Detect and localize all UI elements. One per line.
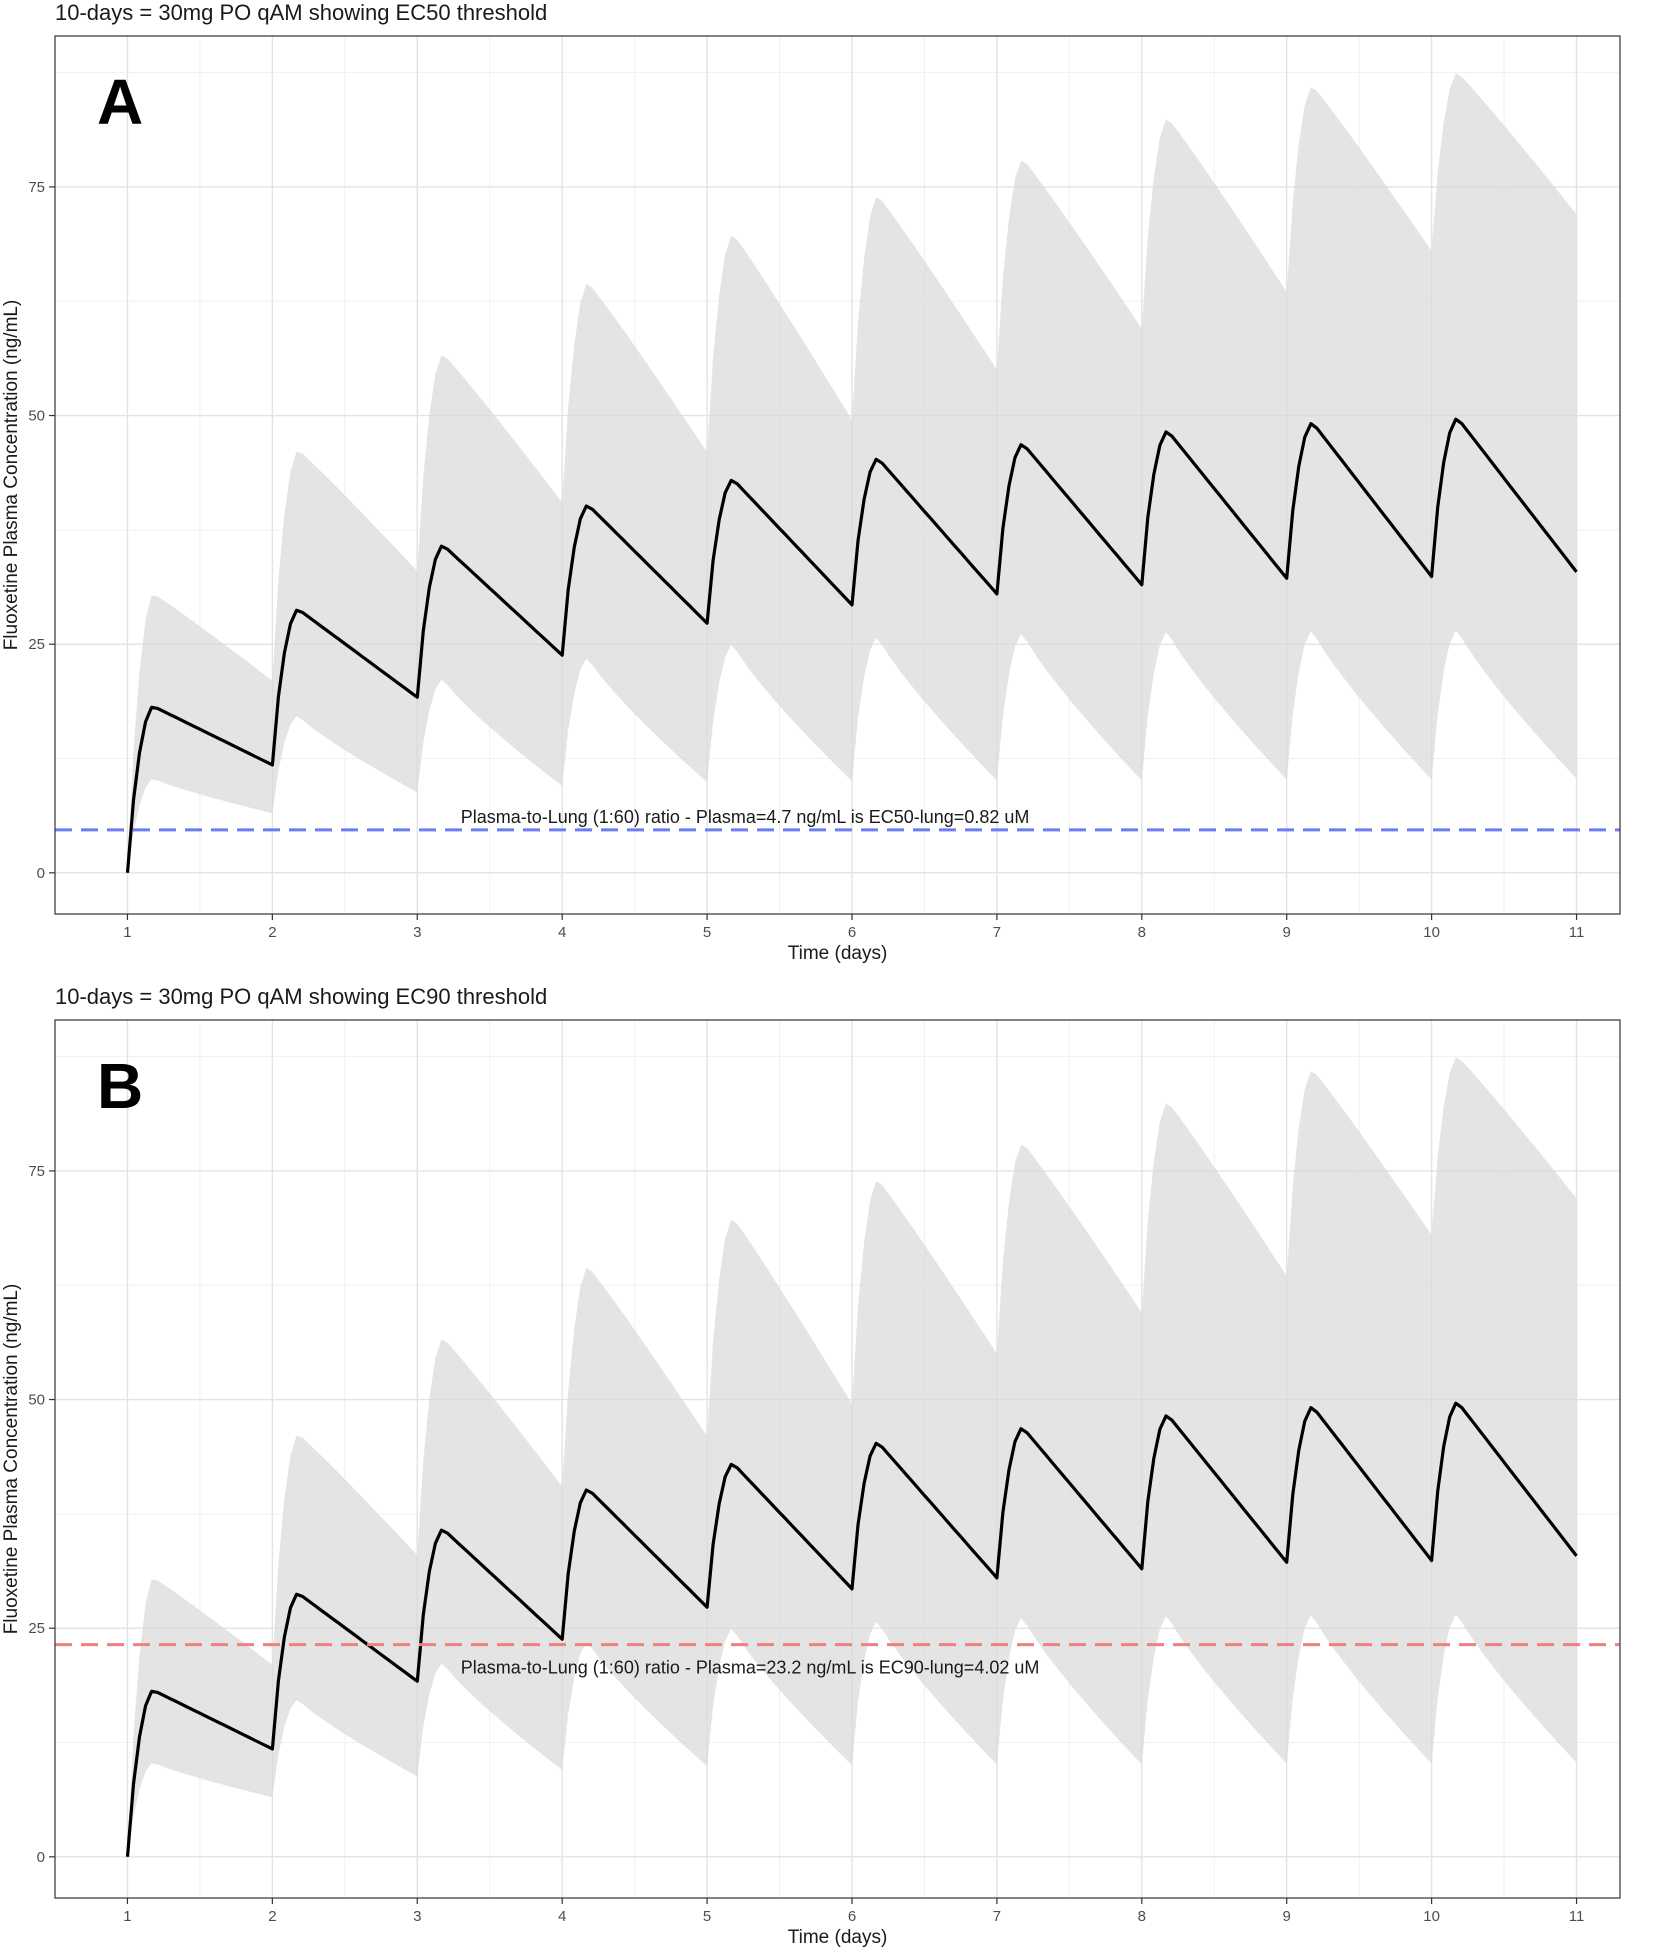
y-axis-label: Fluoxetine Plasma Concentration (ng/mL) (1, 300, 22, 651)
plot-border (54, 1019, 1621, 1899)
x-tick-label: 3 (413, 924, 421, 941)
median-concentration-line (125, 417, 1578, 873)
prediction-interval-band (127, 1057, 1577, 1857)
x-tick-label: 9 (1283, 924, 1291, 941)
x-tick-label: 10 (1423, 924, 1440, 941)
plot-border (54, 35, 1621, 915)
panel-letter: A (97, 66, 143, 138)
chart-title: 10-days = 30mg PO qAM showing EC90 thres… (55, 984, 547, 1009)
y-tick-label: 25 (28, 636, 45, 653)
x-tick-label: 3 (413, 1908, 421, 1925)
x-axis-label: Time (days) (788, 1927, 888, 1948)
panel-a: 10-days = 30mg PO qAM showing EC50 thres… (1, 0, 1621, 964)
x-tick-label: 2 (268, 1908, 276, 1925)
x-tick-label: 6 (848, 924, 856, 941)
chart-title: 10-days = 30mg PO qAM showing EC50 thres… (55, 0, 547, 25)
y-tick-label: 75 (28, 1163, 45, 1180)
y-axis-label: Fluoxetine Plasma Concentration (ng/mL) (1, 1284, 22, 1635)
x-tick-label: 5 (703, 924, 711, 941)
panel-letter: B (97, 1050, 143, 1122)
x-tick-label: 10 (1423, 1908, 1440, 1925)
x-tick-label: 7 (993, 1908, 1001, 1925)
x-tick-label: 8 (1138, 924, 1146, 941)
x-tick-label: 11 (1569, 924, 1585, 941)
y-tick-label: 75 (28, 179, 45, 196)
x-axis-label: Time (days) (788, 943, 888, 964)
threshold-label: Plasma-to-Lung (1:60) ratio - Plasma=4.7… (461, 807, 1030, 827)
x-tick-label: 4 (558, 1908, 566, 1925)
x-tick-label: 7 (993, 924, 1001, 941)
x-tick-label: 1 (123, 924, 131, 941)
y-tick-label: 50 (28, 408, 45, 425)
prediction-interval-band (127, 73, 1577, 873)
x-tick-label: 9 (1283, 1908, 1291, 1925)
y-tick-label: 50 (28, 1392, 45, 1409)
y-tick-label: 0 (37, 1849, 45, 1866)
threshold-label: Plasma-to-Lung (1:60) ratio - Plasma=23.… (461, 1658, 1040, 1678)
x-tick-label: 1 (123, 1908, 131, 1925)
y-tick-label: 25 (28, 1620, 45, 1637)
x-tick-label: 6 (848, 1908, 856, 1925)
x-tick-label: 2 (268, 924, 276, 941)
x-tick-label: 11 (1569, 1908, 1585, 1925)
x-tick-label: 8 (1138, 1908, 1146, 1925)
panel-b: 10-days = 30mg PO qAM showing EC90 thres… (1, 984, 1621, 1948)
x-tick-label: 5 (703, 1908, 711, 1925)
x-tick-label: 4 (558, 924, 566, 941)
y-tick-label: 0 (37, 865, 45, 882)
